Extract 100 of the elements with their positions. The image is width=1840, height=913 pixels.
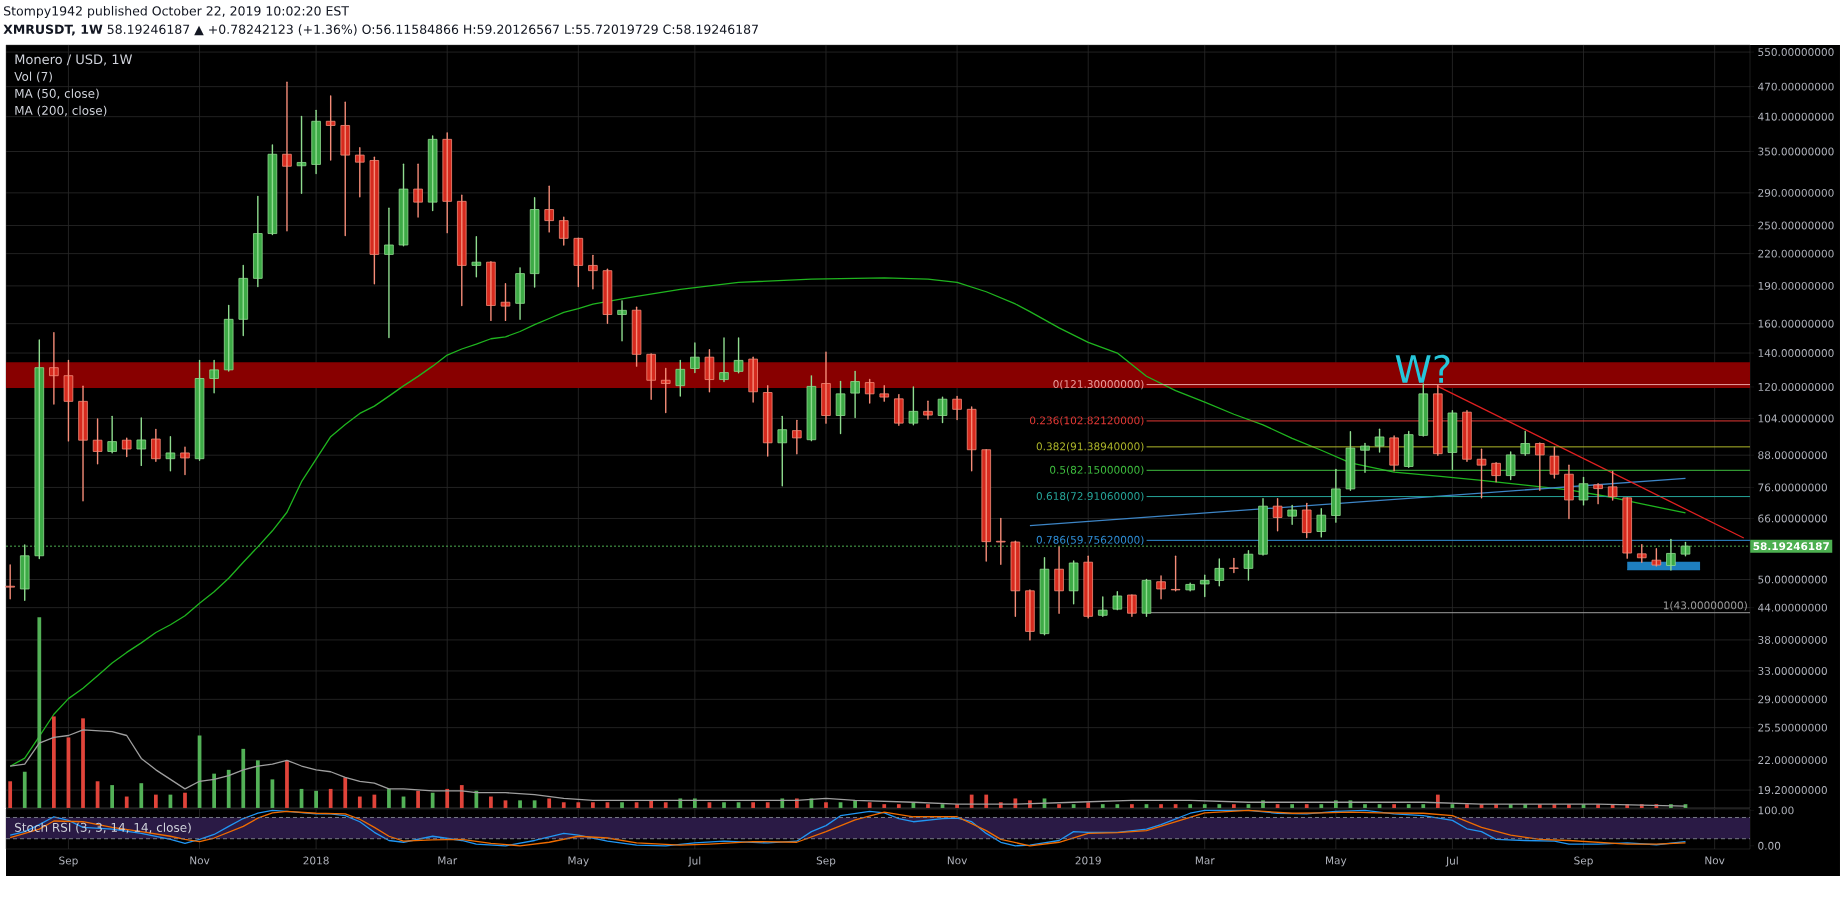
bar bbox=[1130, 804, 1134, 808]
bar bbox=[124, 796, 129, 808]
bar bbox=[285, 760, 289, 808]
x-tick-label: Nov bbox=[1705, 856, 1725, 865]
y-tick-label: 550.00000000 bbox=[1758, 48, 1834, 57]
bar bbox=[518, 800, 522, 808]
candlestick bbox=[500, 283, 511, 322]
candlestick bbox=[1156, 575, 1166, 600]
candlestick bbox=[1185, 582, 1195, 592]
bar bbox=[751, 802, 756, 808]
bar bbox=[1100, 804, 1105, 808]
y-tick-label: 38.00000000 bbox=[1758, 635, 1827, 644]
x-tick-label: May bbox=[568, 856, 589, 867]
candlestick bbox=[398, 163, 409, 247]
candlestick bbox=[1374, 428, 1385, 453]
bar bbox=[22, 771, 27, 808]
y-tick-label: 104.00000000 bbox=[1758, 414, 1834, 423]
y-tick-label: 0.00 bbox=[1758, 841, 1781, 850]
candlestick bbox=[296, 115, 307, 194]
candlestick bbox=[1098, 596, 1108, 618]
candlestick bbox=[937, 396, 948, 424]
x-tick-label: 2018 bbox=[303, 856, 329, 865]
candlestick bbox=[602, 268, 613, 324]
y-tick-label: 76.00000000 bbox=[1758, 483, 1827, 492]
line-series bbox=[9, 809, 1687, 847]
y-tick-label: 19.20000000 bbox=[1758, 786, 1827, 795]
candlestick bbox=[923, 400, 933, 420]
y-tick-label: 120.00000000 bbox=[1758, 382, 1834, 391]
bar bbox=[328, 788, 333, 808]
x-tick-label: Jul bbox=[687, 856, 701, 867]
annotation: W? bbox=[1395, 354, 1450, 383]
bar bbox=[824, 802, 828, 808]
bar bbox=[1188, 804, 1193, 808]
candlestick bbox=[762, 384, 773, 457]
bar bbox=[984, 794, 989, 808]
candlestick bbox=[1607, 470, 1618, 501]
candlestick bbox=[981, 449, 991, 562]
text: XMRUSDT, 1W 58.19246187 ▲ +0.78242123 (+1.36%) O:56.11584866 H:59.20126567 L:55.72019729 C:58.19246187 bbox=[3, 24, 758, 36]
bar bbox=[780, 798, 785, 808]
candlestick bbox=[34, 339, 45, 560]
candlestick bbox=[1403, 430, 1414, 468]
y-tick-label: 250.00000000 bbox=[1758, 221, 1834, 230]
candlestick bbox=[529, 196, 540, 288]
bar bbox=[445, 788, 450, 808]
bar bbox=[1435, 794, 1440, 808]
y-tick-label: 66.00000000 bbox=[1758, 514, 1827, 523]
bar bbox=[343, 777, 348, 808]
bar bbox=[1465, 804, 1469, 808]
bar bbox=[896, 804, 901, 808]
y-tick-label: 25.50000000 bbox=[1758, 723, 1827, 732]
bar bbox=[110, 785, 115, 808]
candlestick bbox=[136, 417, 147, 467]
bar bbox=[430, 792, 435, 808]
candlestick bbox=[5, 564, 15, 600]
bar bbox=[357, 796, 362, 808]
candlestick bbox=[427, 135, 438, 212]
ref-line-label: 0.382(91.38940000) bbox=[1036, 442, 1144, 452]
bar bbox=[255, 760, 260, 808]
bar bbox=[1086, 802, 1091, 808]
bar bbox=[183, 792, 187, 808]
x-tick-label: Mar bbox=[1195, 856, 1215, 865]
bar bbox=[1159, 804, 1163, 808]
y-tick-label: 100.00 bbox=[1758, 806, 1794, 815]
candlestick bbox=[223, 304, 234, 372]
bar bbox=[620, 802, 624, 808]
bar bbox=[1217, 804, 1222, 808]
x-tick-label: Sep bbox=[59, 856, 78, 867]
chart-title: Vol (7) bbox=[14, 71, 52, 83]
ref-line-label: 0.5(82.15000000) bbox=[1050, 465, 1144, 475]
candlestick bbox=[558, 216, 569, 246]
bar bbox=[1406, 804, 1411, 808]
y-tick-label: 350.00000000 bbox=[1758, 147, 1834, 156]
candlestick bbox=[165, 436, 176, 472]
y-tick-label: 29.00000000 bbox=[1758, 695, 1827, 704]
x-tick-label: May bbox=[1326, 856, 1347, 867]
bar bbox=[693, 798, 697, 808]
y-tick-label: 190.00000000 bbox=[1758, 281, 1834, 290]
bar bbox=[1421, 804, 1426, 808]
bar bbox=[794, 798, 799, 808]
bar bbox=[153, 794, 158, 808]
candlestick bbox=[1505, 451, 1516, 481]
candlestick bbox=[996, 517, 1006, 565]
candlestick bbox=[355, 147, 365, 198]
ref-line-label: 0.786(59.75620000) bbox=[1036, 535, 1144, 545]
candlestick bbox=[864, 378, 875, 404]
bar bbox=[1115, 804, 1120, 808]
candlestick bbox=[1316, 507, 1327, 538]
candlestick bbox=[1272, 498, 1283, 532]
candlestick bbox=[966, 406, 977, 472]
y-tick-label: 160.00000000 bbox=[1758, 319, 1834, 328]
y-tick-label: 220.00000000 bbox=[1758, 249, 1834, 258]
y-tick-label: 50.00000000 bbox=[1758, 575, 1827, 584]
bar bbox=[459, 785, 464, 808]
candlestick bbox=[733, 337, 744, 374]
candlestick bbox=[92, 418, 103, 465]
candlestick bbox=[1229, 557, 1239, 574]
bar bbox=[1232, 804, 1236, 808]
y-tick-label: 44.00000000 bbox=[1758, 603, 1827, 612]
candlestick bbox=[325, 95, 336, 161]
y-tick-label: 470.00000000 bbox=[1758, 82, 1834, 91]
